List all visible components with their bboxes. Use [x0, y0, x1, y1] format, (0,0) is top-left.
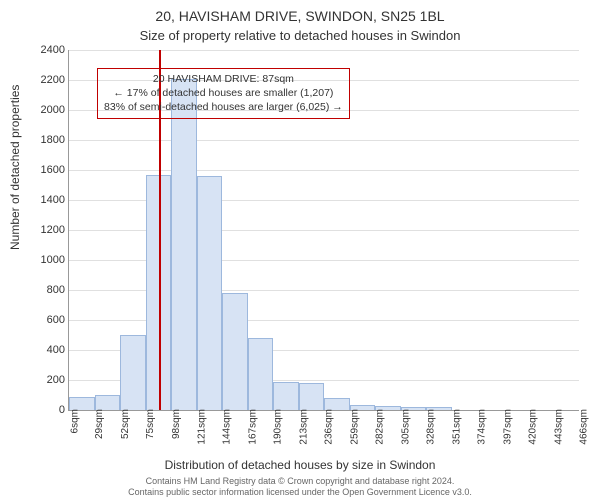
gridline	[69, 140, 579, 141]
y-tick: 1200	[31, 224, 65, 236]
x-tick: 236sqm	[324, 409, 335, 445]
gridline	[69, 170, 579, 171]
y-tick: 2000	[31, 104, 65, 116]
histogram-bar	[273, 382, 299, 411]
x-tick: 121sqm	[197, 409, 208, 445]
annotation-line: 20 HAVISHAM DRIVE: 87sqm	[104, 72, 343, 86]
x-tick: 144sqm	[222, 409, 233, 445]
x-tick: 98sqm	[171, 409, 182, 439]
y-tick: 0	[31, 404, 65, 416]
annotation-line: 83% of semi-detached houses are larger (…	[104, 100, 343, 114]
histogram-bar	[171, 79, 197, 411]
x-axis-label: Distribution of detached houses by size …	[0, 458, 600, 472]
y-tick: 200	[31, 374, 65, 386]
y-tick: 600	[31, 314, 65, 326]
x-tick: 75sqm	[146, 409, 157, 439]
y-tick: 1400	[31, 194, 65, 206]
x-tick: 466sqm	[579, 409, 590, 445]
x-tick: 29sqm	[95, 409, 106, 439]
footer: Contains HM Land Registry data © Crown c…	[0, 476, 600, 498]
x-tick: 374sqm	[477, 409, 488, 445]
x-tick: 6sqm	[69, 409, 80, 433]
x-tick: 259sqm	[350, 409, 361, 445]
x-tick: 420sqm	[528, 409, 539, 445]
x-tick: 443sqm	[554, 409, 565, 445]
x-tick: 282sqm	[375, 409, 386, 445]
histogram-bar	[197, 176, 223, 410]
x-tick: 397sqm	[503, 409, 514, 445]
x-tick: 328sqm	[426, 409, 437, 445]
y-tick: 1000	[31, 254, 65, 266]
title-main: 20, HAVISHAM DRIVE, SWINDON, SN25 1BL	[0, 8, 600, 24]
histogram-bar	[222, 293, 248, 410]
x-tick: 167sqm	[248, 409, 259, 445]
y-axis-label: Number of detached properties	[8, 85, 22, 250]
footer-line1: Contains HM Land Registry data © Crown c…	[0, 476, 600, 487]
x-tick: 213sqm	[299, 409, 310, 445]
y-tick: 800	[31, 284, 65, 296]
y-tick: 2400	[31, 44, 65, 56]
chart-container: 20, HAVISHAM DRIVE, SWINDON, SN25 1BL Si…	[0, 0, 600, 500]
x-tick: 190sqm	[273, 409, 284, 445]
annotation-box: 20 HAVISHAM DRIVE: 87sqm← 17% of detache…	[97, 68, 350, 119]
histogram-bar	[120, 335, 146, 410]
x-tick: 305sqm	[401, 409, 412, 445]
x-tick: 52sqm	[120, 409, 131, 439]
gridline	[69, 50, 579, 51]
title-sub: Size of property relative to detached ho…	[0, 28, 600, 43]
footer-line2: Contains public sector information licen…	[0, 487, 600, 498]
histogram-bar	[69, 397, 95, 411]
histogram-bar	[95, 395, 121, 410]
histogram-bar	[248, 338, 274, 410]
y-tick: 1600	[31, 164, 65, 176]
annotation-line: ← 17% of detached houses are smaller (1,…	[104, 86, 343, 100]
histogram-bar	[299, 383, 325, 410]
y-tick: 2200	[31, 74, 65, 86]
y-tick: 1800	[31, 134, 65, 146]
y-tick: 400	[31, 344, 65, 356]
x-tick: 351sqm	[452, 409, 463, 445]
plot-area: 0200400600800100012001400160018002000220…	[68, 50, 579, 411]
